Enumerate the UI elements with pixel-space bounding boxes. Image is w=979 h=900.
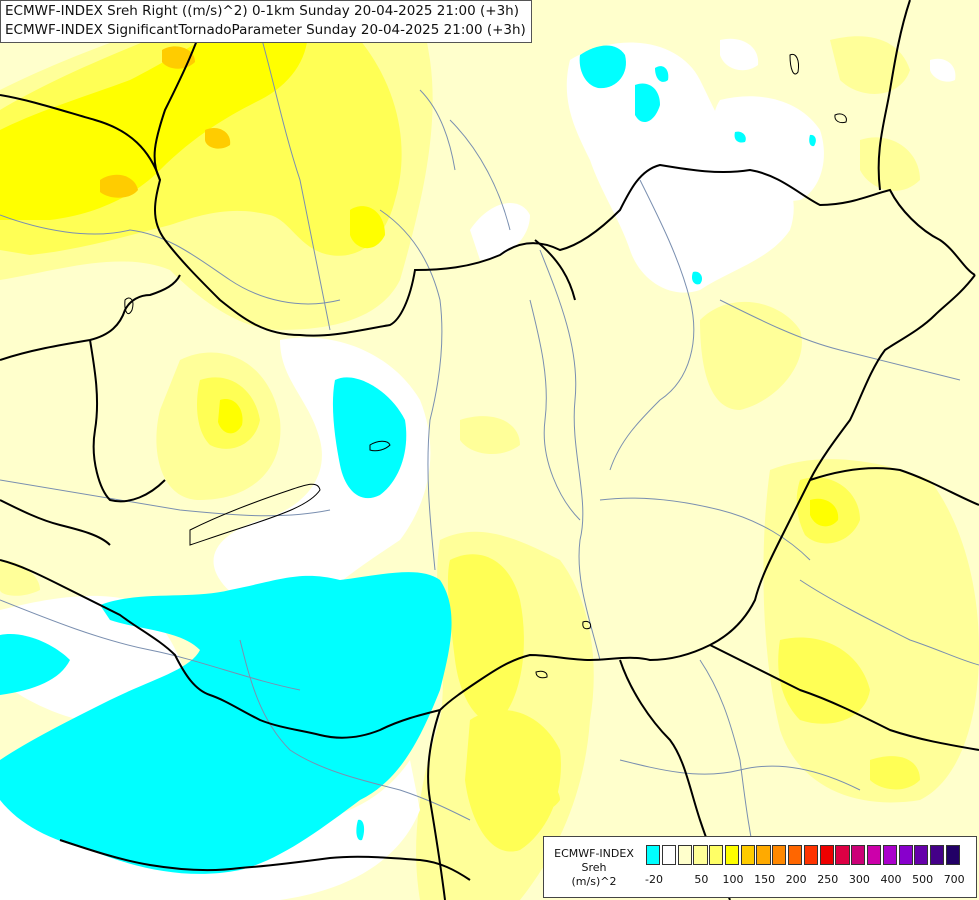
legend-swatch: [788, 845, 803, 865]
legend-swatch: [693, 845, 708, 865]
legend-swatch: [772, 845, 787, 865]
legend-title-unit: (m/s)^2: [571, 875, 617, 888]
zones-cyan: [0, 45, 816, 874]
legend-swatch: [724, 845, 740, 865]
legend-tick-label: 250: [817, 873, 839, 886]
legend-title: ECMWF-INDEX Sreh (m/s)^2: [548, 847, 640, 889]
legend-tick-label: 200: [785, 873, 807, 886]
legend-swatch: [646, 845, 661, 865]
legend-swatch: [756, 845, 771, 865]
legend-tick-label: -20: [645, 873, 663, 886]
legend-swatch: [677, 845, 692, 865]
legend-swatch: [803, 845, 818, 865]
title-line-sreh: ECMWF-INDEX Sreh Right ((m/s)^2) 0-1km S…: [5, 3, 519, 19]
legend-swatch: [914, 845, 929, 865]
legend-tick-label: 50: [694, 873, 709, 886]
legend-ticks: -20 50 100 150 200 250 300 400 500 700: [544, 873, 976, 889]
legend-swatch: [835, 845, 850, 865]
map-title-box: ECMWF-INDEX Sreh Right ((m/s)^2) 0-1km S…: [0, 0, 532, 43]
legend-swatch: [866, 845, 882, 865]
legend-tick-label: 100: [722, 873, 744, 886]
legend-swatch: [709, 845, 724, 865]
title-line-stp: ECMWF-INDEX SignificantTornadoParameter …: [5, 22, 526, 38]
legend-title-parameter: Sreh: [581, 861, 607, 874]
color-legend: ECMWF-INDEX Sreh (m/s)^2 -20 50 100 150 200 2…: [543, 836, 977, 898]
legend-tick-label: 150: [754, 873, 776, 886]
legend-title-source: ECMWF-INDEX: [554, 847, 634, 860]
rivers: [0, 0, 979, 881]
legend-swatch: [819, 845, 834, 865]
legend-tick-label: 400: [880, 873, 902, 886]
legend-swatch: [740, 845, 755, 865]
legend-tick-label: 500: [912, 873, 934, 886]
legend-swatch: [898, 845, 913, 865]
zones-strong-yellow: [0, 0, 839, 527]
legend-swatch: [930, 845, 945, 865]
lakes: [124, 53, 847, 679]
legend-swatch: [945, 845, 961, 865]
legend-swatch: [882, 845, 897, 865]
legend-tick-label: 700: [943, 873, 965, 886]
legend-swatch: [851, 845, 866, 865]
legend-swatch: [661, 845, 676, 865]
legend-tick-label: 300: [848, 873, 870, 886]
legend-swatches: [646, 845, 962, 865]
